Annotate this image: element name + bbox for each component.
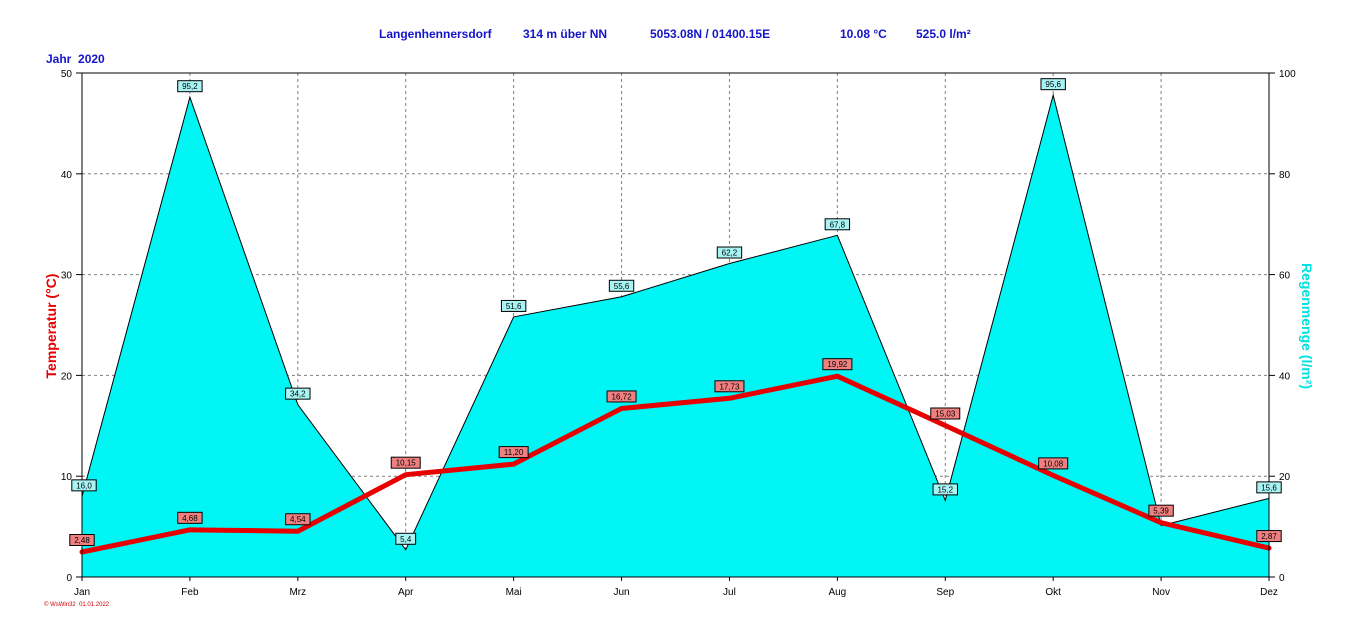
x-tick-label: Aug (828, 587, 846, 598)
temp-data-label: 2,87 (1261, 532, 1277, 541)
rain-data-label: 55,6 (614, 282, 630, 291)
rain-data-label-box (932, 483, 958, 496)
rain-data-label-box (1256, 481, 1282, 494)
temp-data-label: 16,72 (612, 392, 633, 401)
rain-data-label-box (71, 479, 97, 492)
x-tick-label: Apr (398, 587, 414, 598)
temp-data-label-box (606, 390, 637, 403)
rain-data-label: 51,6 (506, 302, 522, 311)
rain-data-label: 15,2 (937, 485, 953, 494)
station-name: Langenhennersdorf (379, 27, 492, 41)
rain-data-label-box (177, 80, 203, 93)
mean-temperature: 10.08 °C (840, 27, 887, 41)
y-right-tick-label: 60 (1279, 271, 1291, 282)
x-tick-label: Feb (181, 587, 199, 598)
temp-data-label-box (1148, 504, 1174, 517)
station-altitude: 314 m über NN (523, 27, 608, 41)
temperature-line (79, 373, 1272, 555)
y-left-tick-label: 30 (61, 271, 73, 282)
temp-data-label: 4,68 (182, 514, 198, 523)
rain-data-label-box (1040, 78, 1066, 91)
temp-data-label-box (822, 358, 853, 371)
temp-data-label-box (1256, 530, 1282, 543)
temp-data-label: 10,08 (1043, 459, 1064, 468)
x-tick-label: Nov (1152, 587, 1170, 598)
rain-data-label-box (716, 246, 743, 259)
rain-area (81, 93, 1270, 578)
temp-data-label: 15,03 (935, 409, 956, 418)
temp-data-label-box (1038, 457, 1069, 470)
temp-data-label: 17,73 (719, 382, 740, 391)
total-rainfall: 525.0 l/m² (916, 27, 971, 41)
y-left-tick-label: 40 (61, 170, 73, 181)
x-tick-label: Mai (506, 587, 522, 598)
temp-data-label: 11,20 (504, 448, 524, 457)
rain-data-label: 67,8 (830, 220, 846, 229)
temperature-line-series (79, 373, 1272, 555)
temp-data-label-box (177, 511, 203, 524)
y-left-tick-label: 0 (66, 573, 72, 584)
x-tick-label: Jun (613, 587, 629, 598)
chart-axes: 0 10 20 30 40 50 0 20 40 60 80 100 Jan Feb Mrz Apr Mai Ju… (61, 69, 1296, 598)
y-left-tick-label: 10 (61, 472, 73, 483)
temp-data-label: 19,92 (827, 360, 848, 369)
rain-data-label: 5,4 (400, 535, 412, 544)
temp-data-label-box (390, 456, 421, 469)
temp-data-label: 10,15 (396, 459, 417, 468)
rain-area-series (81, 93, 1270, 578)
x-tick-label: Okt (1045, 587, 1061, 598)
y-left-tick-label: 50 (61, 69, 73, 80)
rain-data-label: 95,6 (1045, 80, 1061, 89)
rain-data-label-box (608, 279, 635, 292)
rain-data-label-box (395, 532, 417, 545)
y-axis-right-title: Regenmenge (l/m²) (1299, 263, 1315, 389)
station-coordinates: 5053.08N / 01400.15E (650, 27, 771, 41)
rain-data-label-box (500, 299, 527, 312)
rain-data-label: 95,2 (182, 82, 198, 91)
rain-data-label: 16,0 (76, 481, 92, 490)
x-tick-label: Mrz (289, 587, 306, 598)
x-tick-label: Jul (723, 587, 736, 598)
y-right-tick-label: 20 (1279, 472, 1291, 483)
temp-data-label-box (930, 407, 961, 420)
temp-data-label-box (69, 534, 95, 547)
temp-data-label-box (285, 513, 311, 526)
y-right-tick-label: 40 (1279, 371, 1291, 382)
rain-data-label: 62,2 (722, 249, 738, 258)
y-right-tick-label: 0 (1279, 573, 1285, 584)
software-credit: © WsWin32 01.01.2022 (44, 602, 110, 608)
rain-data-label-box (824, 218, 851, 231)
year-label: Jahr 2020 (46, 52, 105, 66)
temp-data-label-box (714, 380, 745, 393)
temp-data-label: 5,39 (1153, 507, 1169, 516)
y-right-tick-label: 100 (1279, 69, 1296, 80)
rain-data-label-box (285, 387, 311, 400)
x-tick-label: Sep (936, 587, 954, 598)
y-left-tick-label: 20 (61, 371, 73, 382)
x-tick-label: Dez (1260, 587, 1278, 598)
temp-data-label: 4,54 (290, 515, 306, 524)
temp-data-label-box (498, 446, 529, 459)
data-labels: 16,0 95,2 34,2 5,4 51,6 55,6 62,2 67,8 15,2 95,6 1… (69, 78, 1282, 547)
x-tick-label: Jan (74, 587, 90, 598)
y-axis-left-title: Temperatur (°C) (43, 274, 59, 379)
rain-data-label: 15,6 (1261, 483, 1277, 492)
y-right-tick-label: 80 (1279, 170, 1291, 181)
temp-data-label: 2,48 (74, 536, 90, 545)
rain-data-label: 34,2 (290, 390, 306, 399)
